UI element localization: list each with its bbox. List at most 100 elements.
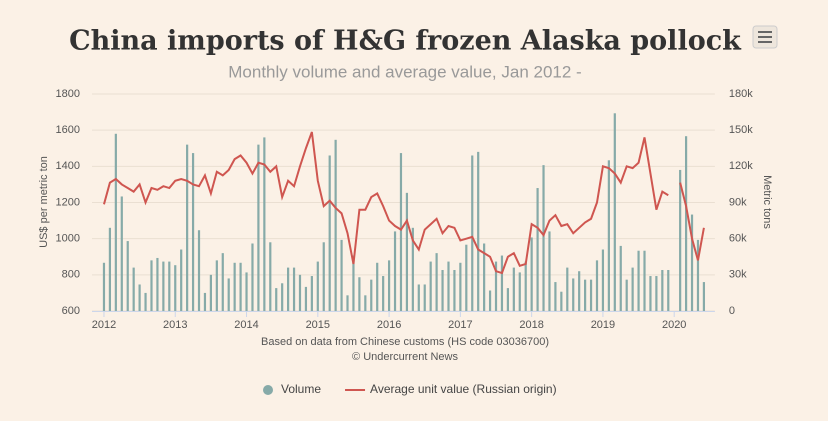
bar xyxy=(221,253,224,311)
bar xyxy=(607,160,610,311)
bar xyxy=(572,278,575,311)
legend-label: Volume xyxy=(281,382,321,396)
bar xyxy=(578,271,581,311)
bar xyxy=(477,151,480,311)
y2-tick-label: 120k xyxy=(729,160,753,172)
y-tick-label: 1800 xyxy=(56,88,80,100)
y2-tick-label: 150k xyxy=(729,124,753,136)
x-tick-label: 2020 xyxy=(662,319,686,331)
bar xyxy=(144,292,147,311)
bar xyxy=(292,267,296,311)
bar xyxy=(417,284,420,311)
bar xyxy=(483,243,486,311)
bar xyxy=(126,241,129,311)
menu-button[interactable] xyxy=(752,25,778,49)
bar xyxy=(364,295,367,311)
bar xyxy=(114,133,117,311)
bar xyxy=(316,261,319,311)
bar xyxy=(702,282,706,311)
y2-tick-label: 180k xyxy=(729,88,753,100)
y2-tick-label: 0 xyxy=(729,305,735,317)
bar xyxy=(459,262,462,311)
bar xyxy=(684,136,688,311)
bar xyxy=(120,196,123,311)
bar xyxy=(298,274,302,311)
bar xyxy=(447,261,450,311)
bar xyxy=(524,261,527,311)
x-tick-label: 2019 xyxy=(591,319,615,331)
legend-label: Average unit value (Russian origin) xyxy=(370,382,557,396)
bar xyxy=(441,270,444,311)
bar xyxy=(530,237,533,311)
bar xyxy=(542,165,545,311)
bar xyxy=(494,261,498,311)
x-tick-label: 2018 xyxy=(519,319,543,331)
bar xyxy=(637,250,640,311)
legend-swatch xyxy=(263,385,273,395)
bar xyxy=(370,279,373,311)
bar xyxy=(584,279,587,311)
bar xyxy=(595,260,599,311)
y2-tick-label: 30k xyxy=(729,269,747,281)
bar xyxy=(310,276,313,311)
bar xyxy=(340,239,343,311)
bar xyxy=(382,276,385,311)
bar xyxy=(275,288,278,311)
y-tick-label: 1400 xyxy=(56,160,80,172)
bar xyxy=(554,282,557,311)
bar xyxy=(500,255,504,311)
bar xyxy=(150,260,153,311)
bar xyxy=(387,260,391,311)
bar xyxy=(281,283,284,311)
source-note: © Undercurrent News xyxy=(352,351,458,363)
x-tick-label: 2014 xyxy=(234,319,258,331)
menu-bar xyxy=(758,36,772,38)
y2-tick-label: 60k xyxy=(729,233,747,245)
y-axis-title: US$ per metric ton xyxy=(38,156,50,248)
x-tick-label: 2012 xyxy=(92,319,116,331)
bar xyxy=(405,192,409,311)
bar xyxy=(619,245,622,311)
bar xyxy=(690,214,694,311)
x-tick-label: 2017 xyxy=(448,319,472,331)
bar xyxy=(679,169,682,311)
bar xyxy=(191,153,195,311)
bar xyxy=(186,144,189,311)
bar xyxy=(108,227,112,311)
bar xyxy=(649,276,652,311)
source-note: Based on data from Chinese customs (HS c… xyxy=(261,336,549,348)
bar xyxy=(631,267,634,311)
x-tick-label: 2016 xyxy=(377,319,401,331)
bar xyxy=(512,267,515,311)
bar xyxy=(429,261,432,311)
bar xyxy=(411,227,414,311)
y2-tick-label: 90k xyxy=(729,196,747,208)
bar xyxy=(257,144,260,311)
bar xyxy=(518,272,521,311)
bar xyxy=(560,291,563,311)
bar xyxy=(536,188,539,311)
bar xyxy=(548,231,551,311)
bar xyxy=(334,139,337,311)
bar xyxy=(643,250,646,311)
bar xyxy=(322,242,325,311)
bar xyxy=(174,265,177,311)
bar xyxy=(251,243,254,311)
bar xyxy=(304,286,308,311)
bar xyxy=(209,274,212,311)
bar xyxy=(613,113,616,312)
bar xyxy=(102,262,106,311)
bar xyxy=(328,155,331,311)
bar xyxy=(352,255,355,311)
bar xyxy=(453,270,456,311)
bar xyxy=(601,249,605,311)
y-tick-label: 1600 xyxy=(56,124,80,136)
menu-bar xyxy=(758,31,772,33)
bar xyxy=(203,292,207,311)
y2-axis-title: Metric tons xyxy=(761,175,773,229)
bar xyxy=(269,242,272,311)
bar xyxy=(287,267,290,311)
bar xyxy=(156,257,159,311)
